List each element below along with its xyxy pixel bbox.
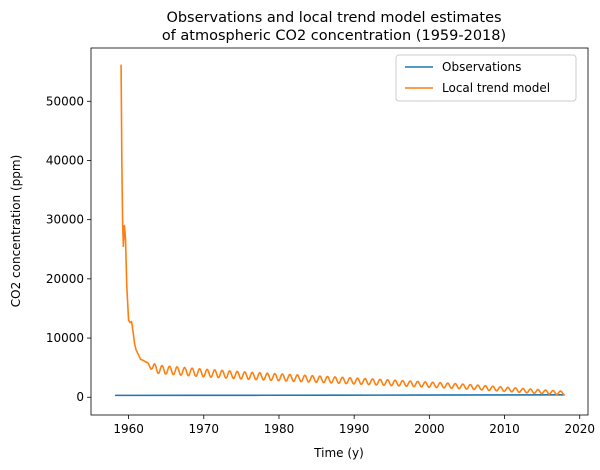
y-tick-label-10000: 10000 bbox=[46, 331, 84, 345]
y-tick-label-20000: 20000 bbox=[46, 272, 84, 286]
x-tick-label-1960: 1960 bbox=[113, 422, 144, 436]
series-layer bbox=[115, 64, 566, 397]
plot-area bbox=[91, 48, 588, 415]
legend-label-local-trend-model: Local trend model bbox=[442, 81, 550, 95]
y-tick-label-0: 0 bbox=[76, 390, 84, 404]
series-line-local-trend-model bbox=[120, 64, 566, 396]
y-tick-label-50000: 50000 bbox=[46, 94, 84, 108]
chart-title-line-2: of atmospheric CO2 concentration (1959-2… bbox=[162, 28, 506, 44]
x-tick-label-2010: 2010 bbox=[489, 422, 520, 436]
x-tick-label-1980: 1980 bbox=[264, 422, 295, 436]
series-line-observations bbox=[115, 394, 565, 397]
plot-frame bbox=[90, 47, 589, 416]
chart-title-line-1: Observations and local trend model estim… bbox=[166, 10, 501, 26]
legend-box bbox=[395, 54, 577, 102]
y-axis-ticks: 0 10000 20000 30000 40000 50000 bbox=[46, 94, 91, 404]
y-axis-label: CO2 concentration (ppm) bbox=[9, 155, 23, 307]
x-tick-label-2020: 2020 bbox=[564, 422, 595, 436]
legend: Observations Local trend model bbox=[395, 54, 577, 102]
x-axis-label: Time (y) bbox=[313, 446, 364, 460]
y-tick-label-30000: 30000 bbox=[46, 213, 84, 227]
legend-label-observations: Observations bbox=[442, 60, 521, 74]
y-tick-label-40000: 40000 bbox=[46, 153, 84, 167]
x-axis-ticks: 1960 1970 1980 1990 2000 2010 2020 bbox=[113, 415, 595, 436]
x-tick-label-1970: 1970 bbox=[189, 422, 220, 436]
x-tick-label-2000: 2000 bbox=[414, 422, 445, 436]
x-tick-label-1990: 1990 bbox=[339, 422, 370, 436]
